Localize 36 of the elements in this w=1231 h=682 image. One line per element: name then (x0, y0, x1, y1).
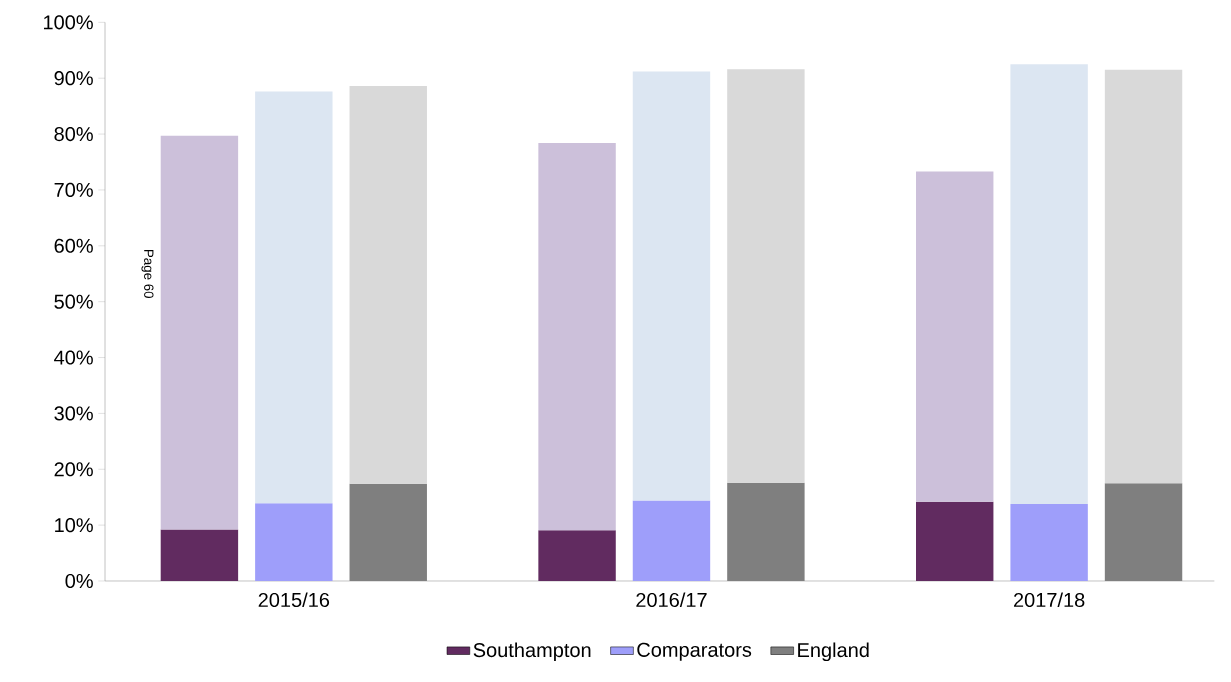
bar (1010, 503, 1088, 581)
y-tick-label: 60% (54, 238, 93, 253)
y-tick-label: 100% (44, 15, 93, 30)
y-tick-label: 0% (65, 573, 93, 589)
legend-label: Comparators (637, 642, 752, 661)
bar (1010, 64, 1088, 504)
legend-label: Southampton (473, 642, 591, 662)
bar (1104, 69, 1183, 484)
bar (160, 135, 239, 530)
bar (1104, 483, 1183, 581)
bar (349, 86, 427, 484)
annotation: Page 60 (141, 249, 154, 299)
x-tick-label: 2016/17 (636, 592, 707, 608)
bar (916, 501, 994, 581)
y-tick-label: 10% (55, 518, 93, 533)
bar (727, 482, 805, 581)
bar (349, 483, 427, 581)
y-tick-label: 20% (54, 462, 93, 477)
bar (632, 500, 711, 581)
y-tick-label: 80% (54, 126, 93, 142)
bar (538, 143, 616, 531)
bar (160, 529, 239, 581)
y-tick-label: 70% (54, 182, 93, 197)
y-tick-label: 30% (54, 406, 93, 421)
bar (916, 171, 994, 502)
x-tick-label: 2015/16 (258, 592, 330, 608)
bar (538, 530, 616, 581)
y-tick-label: 90% (54, 71, 93, 86)
bar (727, 69, 805, 483)
legend-label: England (798, 642, 869, 662)
y-tick-label: 40% (54, 350, 93, 365)
bar (632, 71, 711, 501)
bar (255, 503, 333, 581)
x-tick-label: 2017/18 (1013, 592, 1085, 608)
y-tick-label: 50% (54, 294, 93, 309)
bar (255, 91, 333, 504)
